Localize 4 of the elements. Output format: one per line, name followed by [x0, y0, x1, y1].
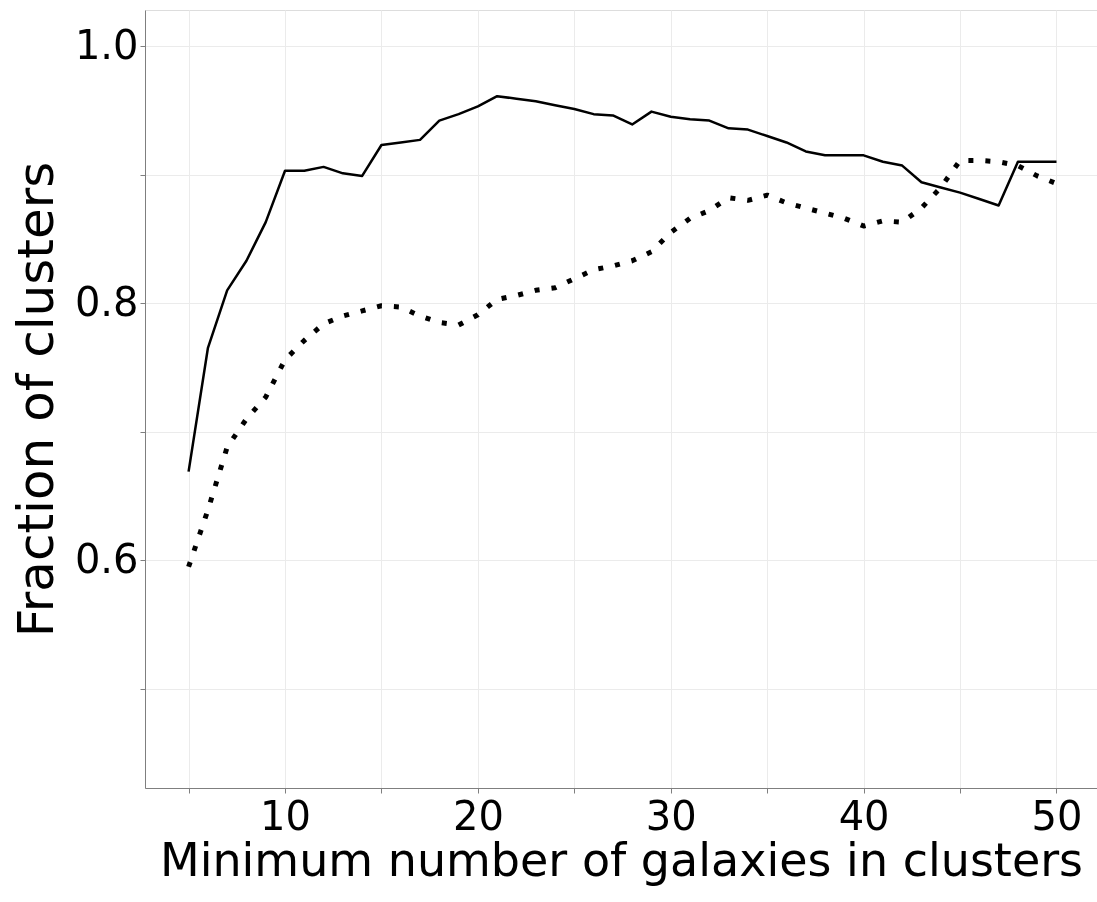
y-tick-label: 0.6 — [74, 535, 139, 582]
y-axis-title: Fraction of clusters — [6, 161, 65, 638]
y-tick-label: 0.8 — [74, 278, 139, 325]
y-tick-label: 1.0 — [74, 21, 139, 68]
